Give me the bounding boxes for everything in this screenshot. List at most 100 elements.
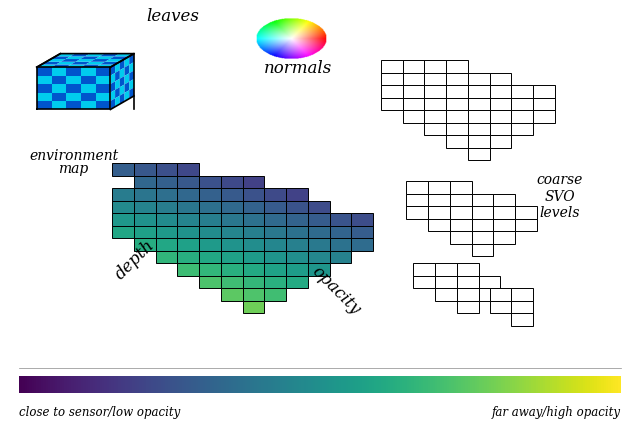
Polygon shape [129, 88, 134, 99]
Bar [468, 98, 490, 110]
Bar [177, 225, 199, 238]
Bar [134, 213, 156, 225]
Bar [52, 67, 67, 76]
Bar [446, 73, 468, 85]
Bar [446, 60, 468, 73]
Bar [243, 225, 264, 238]
Bar [424, 110, 446, 123]
Polygon shape [125, 56, 129, 68]
Bar [221, 225, 243, 238]
Bar [351, 213, 373, 225]
Polygon shape [42, 62, 61, 64]
Bar [112, 213, 134, 225]
Bar [511, 98, 533, 110]
Bar [199, 176, 221, 188]
Bar [243, 250, 264, 263]
Bar [468, 123, 490, 135]
Bar [134, 238, 156, 250]
Bar [286, 201, 308, 213]
Bar [67, 93, 81, 101]
Bar [199, 238, 221, 250]
Bar [243, 201, 264, 213]
Polygon shape [86, 62, 105, 64]
Bar [221, 238, 243, 250]
Polygon shape [111, 98, 115, 110]
Bar [156, 201, 177, 213]
Bar [308, 238, 330, 250]
Bar [264, 201, 286, 213]
Bar [199, 213, 221, 225]
Polygon shape [115, 79, 120, 90]
Bar [37, 67, 52, 76]
Bar [221, 263, 243, 276]
Bar [403, 85, 424, 98]
Text: coarse: coarse [537, 173, 583, 187]
Bar [490, 123, 511, 135]
Bar [457, 263, 479, 276]
Text: normals: normals [264, 60, 332, 77]
Bar [134, 176, 156, 188]
Bar [199, 276, 221, 288]
Bar [96, 76, 110, 84]
Polygon shape [115, 96, 120, 107]
Polygon shape [96, 64, 115, 67]
Polygon shape [76, 59, 95, 62]
Polygon shape [111, 81, 115, 93]
Bar [450, 219, 472, 231]
Bar [81, 101, 96, 110]
Polygon shape [110, 56, 129, 59]
Bar [308, 213, 330, 225]
Bar [472, 206, 493, 219]
Bar [264, 225, 286, 238]
Bar [112, 201, 134, 213]
Bar [52, 76, 67, 84]
Bar [264, 276, 286, 288]
Bar [450, 194, 472, 206]
Polygon shape [115, 62, 120, 73]
Bar [403, 60, 424, 73]
Bar [472, 194, 493, 206]
Polygon shape [125, 82, 129, 93]
Bar [381, 98, 403, 110]
Bar [511, 288, 533, 301]
Bar [406, 194, 428, 206]
Polygon shape [56, 54, 75, 56]
Bar [515, 206, 537, 219]
Polygon shape [111, 64, 115, 76]
Bar [424, 60, 446, 73]
Polygon shape [125, 73, 129, 85]
Bar [472, 231, 493, 244]
Bar [243, 213, 264, 225]
Polygon shape [105, 59, 125, 62]
Bar [286, 188, 308, 201]
Polygon shape [51, 56, 70, 59]
Bar [457, 276, 479, 288]
Bar [177, 163, 199, 176]
Bar [450, 181, 472, 194]
Text: levels: levels [540, 206, 580, 220]
Bar [221, 288, 243, 301]
Bar [468, 85, 490, 98]
Bar [450, 206, 472, 219]
Polygon shape [56, 62, 76, 64]
Bar [243, 301, 264, 313]
Polygon shape [120, 85, 125, 96]
Bar [264, 263, 286, 276]
Bar [490, 85, 511, 98]
Bar [221, 176, 243, 188]
Bar [457, 288, 479, 301]
Bar [286, 238, 308, 250]
Text: SVO: SVO [545, 190, 575, 204]
Bar [81, 84, 96, 93]
Bar [37, 76, 52, 84]
Polygon shape [115, 87, 120, 98]
Bar [468, 73, 490, 85]
Polygon shape [71, 62, 90, 64]
Bar [424, 85, 446, 98]
Bar [446, 110, 468, 123]
Bar [403, 110, 424, 123]
Bar [308, 201, 330, 213]
Bar [381, 73, 403, 85]
Bar [351, 238, 373, 250]
Polygon shape [120, 93, 125, 104]
